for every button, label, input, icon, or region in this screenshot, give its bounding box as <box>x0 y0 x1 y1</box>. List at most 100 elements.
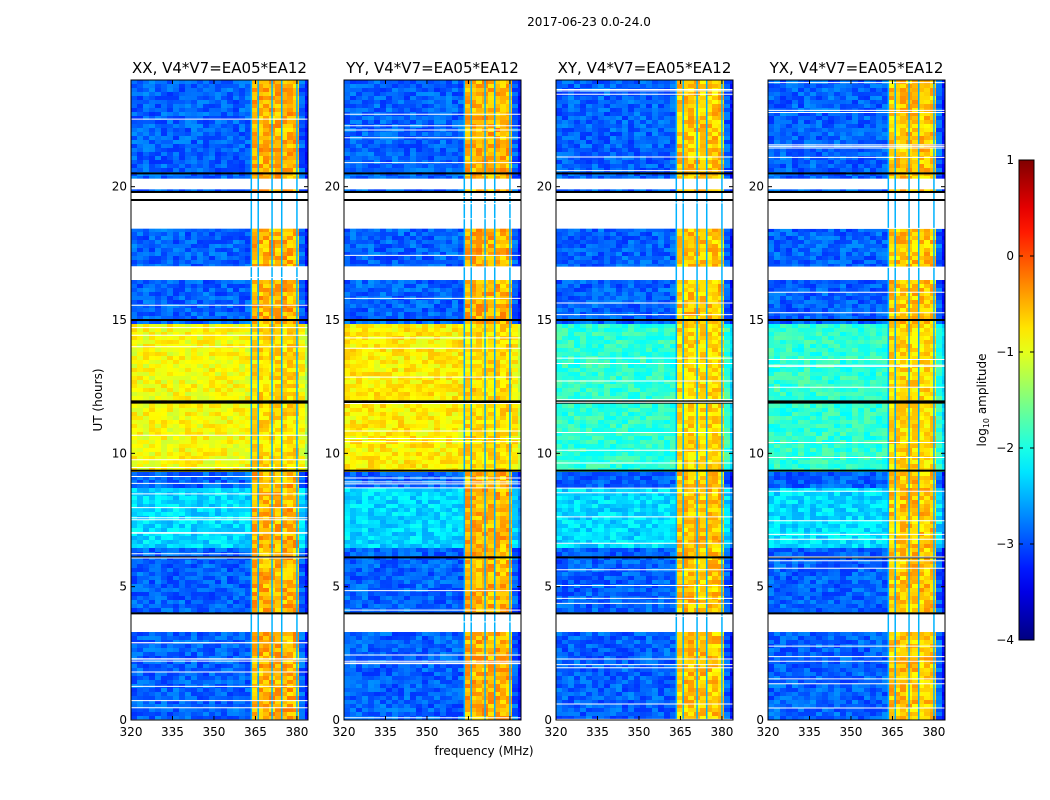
heatmap-cell <box>263 576 269 580</box>
heatmap-cell <box>221 368 227 372</box>
heatmap-cell <box>155 484 161 488</box>
heatmap-cell <box>233 304 239 308</box>
heatmap-cell <box>215 264 221 268</box>
heatmap-cell <box>167 688 173 692</box>
heatmap-cell <box>257 408 263 412</box>
heatmap-cell <box>155 424 161 428</box>
heatmap-cell <box>155 592 161 596</box>
heatmap-cell <box>149 708 155 712</box>
heatmap-cell <box>245 136 251 140</box>
heatmap-cell <box>239 300 245 304</box>
heatmap-cell <box>167 604 173 608</box>
heatmap-cell <box>281 124 287 128</box>
heatmap-cell <box>227 580 233 584</box>
heatmap-cell <box>275 160 281 164</box>
heatmap-cell <box>137 300 143 304</box>
heatmap-cell <box>191 496 197 500</box>
heatmap-cell <box>305 352 308 356</box>
heatmap-cell <box>179 356 185 360</box>
heatmap-cell <box>161 280 167 284</box>
heatmap-cell <box>245 132 251 136</box>
heatmap-cell <box>287 384 293 388</box>
heatmap-cell <box>392 92 398 96</box>
heatmap-cell <box>281 280 287 284</box>
heatmap-cell <box>227 364 233 368</box>
heatmap-cell <box>197 252 203 256</box>
heatmap-cell <box>185 676 191 680</box>
heatmap-cell <box>257 508 263 512</box>
heatmap-cell <box>305 420 308 424</box>
heatmap-cell <box>275 536 281 540</box>
heatmap-cell <box>239 464 245 468</box>
heatmap-cell <box>161 364 167 368</box>
heatmap-cell <box>167 472 173 476</box>
heatmap-cell <box>143 368 149 372</box>
heatmap-cell <box>299 244 305 248</box>
heatmap-cell <box>173 364 179 368</box>
heatmap-cell <box>299 432 305 436</box>
heatmap-cell <box>281 292 287 296</box>
heatmap-cell <box>275 592 281 596</box>
heatmap-cell <box>263 636 269 640</box>
heatmap-cell <box>215 512 221 516</box>
heatmap-cell <box>137 372 143 376</box>
heatmap-cell <box>161 604 167 608</box>
heatmap-cell <box>167 600 173 604</box>
heatmap-cell <box>239 672 245 676</box>
heatmap-cell <box>143 340 149 344</box>
heatmap-cell <box>299 448 305 452</box>
heatmap-cell <box>191 536 197 540</box>
heatmap-cell <box>131 236 137 240</box>
heatmap-cell <box>137 144 143 148</box>
heatmap-cell <box>191 532 197 536</box>
heatmap-cell <box>287 348 293 352</box>
heatmap-cell <box>281 88 287 92</box>
heatmap-cell <box>221 232 227 236</box>
heatmap-cell <box>281 576 287 580</box>
heatmap-cell <box>245 396 251 400</box>
heatmap-cell <box>161 584 167 588</box>
heatmap-cell <box>203 328 209 332</box>
heatmap-cell <box>179 384 185 388</box>
heatmap-cell <box>227 228 233 232</box>
heatmap-cell <box>263 332 269 336</box>
heatmap-cell <box>149 308 155 312</box>
heatmap-cell <box>185 448 191 452</box>
heatmap-cell <box>161 300 167 304</box>
heatmap-cell <box>305 320 308 324</box>
heatmap-cell <box>131 152 137 156</box>
heatmap-cell <box>215 680 221 684</box>
heatmap-cell <box>239 716 245 720</box>
heatmap-cell <box>203 688 209 692</box>
heatmap-cell <box>149 508 155 512</box>
heatmap-cell <box>191 452 197 456</box>
heatmap-cell <box>299 608 305 612</box>
heatmap-cell <box>161 80 167 84</box>
heatmap-cell <box>221 416 227 420</box>
heatmap-cell <box>245 672 251 676</box>
heatmap-cell <box>245 328 251 332</box>
heatmap-cell <box>233 100 239 104</box>
heatmap-cell <box>227 584 233 588</box>
heatmap-cell <box>209 680 215 684</box>
heatmap-cell <box>137 396 143 400</box>
heatmap-cell <box>263 144 269 148</box>
heatmap-cell <box>263 588 269 592</box>
heatmap-cell <box>287 396 293 400</box>
heatmap-cell <box>161 232 167 236</box>
heatmap-cell <box>263 580 269 584</box>
heatmap-cell <box>143 328 149 332</box>
heatmap-cell <box>293 280 299 284</box>
heatmap-cell <box>215 188 221 192</box>
heatmap-cell <box>281 560 287 564</box>
heatmap-cell <box>209 396 215 400</box>
heatmap-cell <box>221 652 227 656</box>
heatmap-cell <box>149 488 155 492</box>
heatmap-cell <box>227 408 233 412</box>
heatmap-cell <box>179 696 185 700</box>
heatmap-cell <box>203 240 209 244</box>
heatmap-cell <box>197 292 203 296</box>
heatmap-cell <box>203 692 209 696</box>
heatmap-cell <box>167 484 173 488</box>
heatmap-cell <box>293 524 299 528</box>
